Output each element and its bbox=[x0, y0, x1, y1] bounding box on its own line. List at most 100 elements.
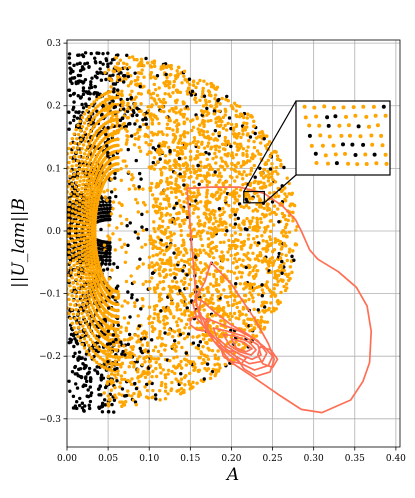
orange-point bbox=[218, 117, 223, 121]
orange-point bbox=[67, 184, 70, 189]
orange-point bbox=[131, 345, 136, 349]
black-point bbox=[112, 410, 116, 414]
orange-point bbox=[107, 94, 111, 99]
x-axis-ticks: 0.00 0.05 0.10 0.15 0.20 0.25 0.30 0.35 0.40 bbox=[57, 447, 406, 464]
orange-point bbox=[145, 61, 150, 65]
orange-point bbox=[82, 306, 87, 310]
orange-point bbox=[71, 280, 75, 285]
orange-point bbox=[93, 200, 97, 204]
orange-point bbox=[214, 280, 218, 285]
black-point bbox=[103, 403, 108, 407]
orange-point bbox=[161, 219, 165, 223]
orange-point bbox=[258, 217, 263, 221]
orange-point bbox=[167, 126, 172, 131]
black-point bbox=[106, 150, 110, 155]
orange-point bbox=[165, 179, 169, 183]
black-point bbox=[104, 132, 108, 137]
orange-point bbox=[79, 283, 83, 287]
inset-orange-point bbox=[346, 161, 351, 166]
orange-point bbox=[174, 165, 178, 170]
black-point bbox=[107, 203, 112, 207]
orange-point bbox=[82, 279, 86, 284]
orange-point bbox=[124, 355, 128, 360]
black-point bbox=[131, 108, 136, 113]
orange-point bbox=[76, 159, 80, 163]
orange-point bbox=[116, 95, 120, 100]
black-point bbox=[104, 262, 108, 266]
orange-point bbox=[249, 114, 253, 119]
orange-point bbox=[148, 286, 152, 291]
orange-point bbox=[214, 117, 218, 121]
black-point bbox=[107, 255, 112, 259]
black-point bbox=[93, 56, 97, 60]
orange-point bbox=[289, 202, 293, 206]
orange-point bbox=[105, 362, 109, 366]
orange-point bbox=[83, 130, 87, 134]
black-point bbox=[130, 296, 134, 300]
contour-line bbox=[186, 186, 373, 414]
orange-point bbox=[140, 362, 145, 367]
orange-point bbox=[67, 229, 70, 233]
black-point bbox=[49, 223, 53, 227]
orange-point bbox=[263, 144, 268, 148]
black-point bbox=[68, 66, 72, 70]
orange-point bbox=[142, 64, 146, 68]
orange-point bbox=[73, 185, 78, 189]
orange-point bbox=[176, 341, 181, 345]
orange-point bbox=[156, 336, 160, 340]
orange-point bbox=[215, 325, 219, 329]
orange-point bbox=[160, 104, 164, 109]
orange-point bbox=[122, 403, 127, 407]
orange-point bbox=[262, 215, 267, 219]
orange-point bbox=[167, 159, 172, 163]
orange-point bbox=[116, 91, 120, 96]
orange-point bbox=[92, 149, 97, 154]
orange-point bbox=[109, 85, 113, 89]
orange-point bbox=[154, 114, 158, 119]
inset-orange-point bbox=[314, 161, 319, 165]
orange-point bbox=[70, 219, 74, 223]
orange-point bbox=[223, 233, 228, 237]
orange-point bbox=[245, 152, 249, 157]
orange-point bbox=[75, 261, 79, 266]
orange-point bbox=[86, 334, 91, 339]
orange-point bbox=[94, 327, 98, 331]
orange-point bbox=[169, 66, 174, 71]
orange-point bbox=[143, 242, 148, 247]
orange-point bbox=[84, 185, 88, 190]
orange-point bbox=[122, 242, 127, 247]
orange-point bbox=[269, 270, 273, 274]
orange-point bbox=[198, 132, 202, 137]
black-point bbox=[137, 324, 142, 328]
orange-point bbox=[228, 311, 233, 316]
orange-point bbox=[159, 352, 163, 357]
orange-point bbox=[248, 225, 252, 229]
black-point bbox=[149, 338, 154, 342]
orange-point bbox=[110, 268, 114, 272]
black-point bbox=[100, 262, 104, 266]
inset-orange-point bbox=[370, 142, 375, 147]
black-point bbox=[77, 110, 81, 114]
black-point bbox=[189, 93, 194, 97]
orange-point bbox=[147, 255, 152, 260]
orange-point bbox=[232, 101, 237, 105]
orange-point bbox=[92, 133, 97, 137]
black-point bbox=[225, 229, 229, 233]
orange-point bbox=[236, 148, 241, 152]
orange-point bbox=[273, 240, 278, 244]
orange-point bbox=[220, 142, 225, 146]
black-point bbox=[100, 251, 104, 255]
orange-point bbox=[71, 159, 76, 164]
orange-point bbox=[262, 206, 266, 211]
orange-point bbox=[273, 237, 277, 241]
orange-point bbox=[68, 302, 73, 307]
orange-point bbox=[67, 166, 70, 170]
black-point bbox=[153, 393, 158, 397]
orange-point bbox=[283, 192, 287, 196]
black-point bbox=[173, 276, 177, 280]
black-point bbox=[179, 372, 183, 376]
orange-point bbox=[78, 163, 83, 168]
inset-black-point bbox=[341, 142, 345, 147]
orange-point bbox=[145, 388, 150, 393]
orange-point bbox=[117, 128, 121, 132]
